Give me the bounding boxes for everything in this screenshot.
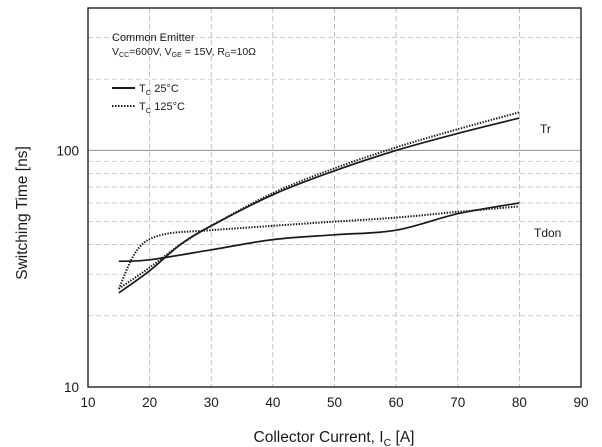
annotation-tdon: Tdon xyxy=(534,226,561,240)
y-tick-label: 100 xyxy=(56,143,79,158)
legend: Common Emitter VCC=600V, VGE = 15V, RG=1… xyxy=(112,32,256,115)
series-group xyxy=(117,111,520,294)
series-line-tdon-25c xyxy=(118,202,520,263)
y-tick-label: 10 xyxy=(64,380,79,395)
series-line-tr-125c xyxy=(118,111,520,290)
x-tick-label: 20 xyxy=(142,395,157,410)
series-line-tr-25c xyxy=(118,117,520,294)
legend-conditions: VCC=600V, VGE = 15V, RG=10Ω xyxy=(112,46,256,59)
legend-label-125c: TC 125°C xyxy=(139,101,185,115)
annotation-tr: Tr xyxy=(540,122,551,136)
x-tick-label: 90 xyxy=(573,395,588,410)
x-axis-label: Collector Current, IC [A] xyxy=(254,429,415,447)
legend-header: Common Emitter xyxy=(112,32,195,44)
x-tick-label: 80 xyxy=(512,395,527,410)
x-tick-label: 50 xyxy=(327,395,342,410)
x-tick-label: 70 xyxy=(450,395,465,410)
x-tick-label: 30 xyxy=(204,395,219,410)
y-axis-label: Switching Time [ns] xyxy=(14,146,31,280)
x-tick-label: 40 xyxy=(265,395,280,410)
plot-frame xyxy=(87,7,582,388)
x-tick-label: 60 xyxy=(389,395,404,410)
legend-label-25c: TC 25°C xyxy=(139,83,179,97)
x-tick-label: 10 xyxy=(80,395,95,410)
grid xyxy=(88,8,581,387)
tick-labels: 10 20 30 40 50 60 70 80 90 10 100 xyxy=(56,143,588,410)
